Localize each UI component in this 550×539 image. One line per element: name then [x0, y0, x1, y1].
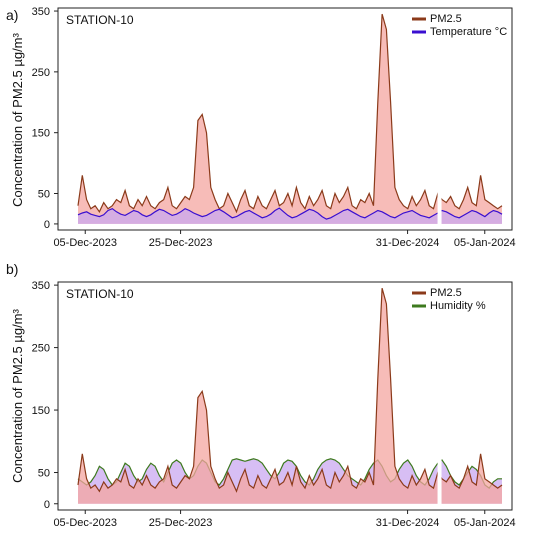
y-tick-label: 150	[32, 405, 50, 417]
x-tick-label: 05-Dec-2023	[53, 237, 117, 249]
y-tick-label: 50	[38, 189, 50, 201]
series-area-1	[78, 208, 502, 224]
legend-entry: Humidity %	[430, 300, 486, 312]
panel-b: 0 50 150 250 350 05-Dec-2023 25-Dec-2023 31-Dec…	[6, 261, 516, 529]
y-tick-label: 150	[32, 128, 50, 140]
y-tick-label: 50	[38, 468, 50, 480]
y-tick-label: 350	[32, 280, 50, 292]
y-axis-label: Concentration of PM2.5 µg/m³	[10, 32, 25, 206]
y-tick-label: 250	[32, 67, 50, 79]
panel-label: a)	[6, 7, 18, 23]
plot-frame	[57, 7, 513, 231]
y-tick-label: 0	[44, 219, 50, 231]
station-label: STATION-10	[66, 287, 134, 301]
x-tick-label: 31-Dec-2024	[376, 517, 440, 529]
x-tick-label: 25-Dec-2023	[149, 517, 213, 529]
data-gap	[437, 283, 442, 509]
y-tick-label: 0	[44, 499, 50, 511]
panel-label: b)	[6, 261, 18, 277]
legend-entry: PM2.5	[430, 287, 462, 299]
series-line-1	[77, 207, 503, 220]
series-line-0	[77, 13, 503, 214]
y-tick-label: 350	[32, 6, 50, 18]
x-tick-label: 05-Jan-2024	[454, 237, 516, 249]
x-tick-label: 25-Dec-2023	[149, 237, 213, 249]
y-tick-label: 250	[32, 343, 50, 355]
series-line-1	[77, 458, 502, 489]
x-tick-label: 05-Jan-2024	[454, 517, 516, 529]
legend-entry: PM2.5	[430, 13, 462, 25]
y-axis-label: Concentration of PM2.5 µg/m³	[10, 308, 25, 482]
station-label: STATION-10	[66, 13, 134, 27]
plot-frame	[57, 281, 513, 511]
x-tick-label: 31-Dec-2024	[376, 237, 440, 249]
x-tick-label: 05-Dec-2023	[53, 517, 117, 529]
series-line-0	[77, 288, 503, 493]
panel-a: 0 50 150 250 350 05-Dec-2023 25-Dec-2023 31-Dec…	[6, 6, 516, 249]
data-gap	[437, 9, 442, 229]
legend-entry: Temperature °C	[430, 26, 507, 38]
